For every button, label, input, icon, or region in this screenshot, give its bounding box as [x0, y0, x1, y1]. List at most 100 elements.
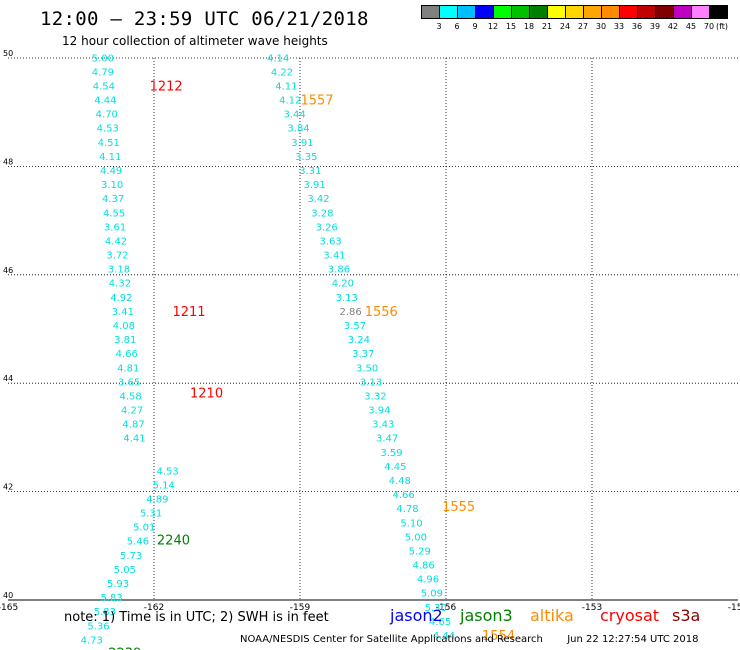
swh-reading: 3.41: [323, 251, 345, 262]
swh-reading: 3.81: [114, 335, 136, 346]
swh-reading: 4.87: [122, 420, 144, 431]
y-tick-label: 42: [3, 483, 13, 492]
swh-reading: 4.49: [100, 166, 122, 177]
chart-subtitle: 12 hour collection of altimeter wave hei…: [62, 34, 328, 48]
colorbar-swatch: [619, 5, 638, 19]
swh-reading: 4.53: [156, 466, 178, 477]
legend-jason3: jason3: [460, 606, 513, 625]
pass-time-labels: 1212 1211 1210 1557 1556 1555 1554 2240 2239: [108, 80, 515, 650]
colorbar-swatch: [421, 5, 440, 19]
colorbar-label: 36: [631, 22, 643, 31]
legend-cryosat: cryosat: [600, 606, 660, 625]
swh-reading: 3.42: [307, 194, 329, 205]
note-text: note: 1) Time is in UTC; 2) SWH is in fe…: [64, 610, 329, 625]
swh-reading: 4.86: [412, 561, 434, 572]
colorbar-swatch: [511, 5, 530, 19]
swh-reading: 3.91: [291, 138, 313, 149]
colorbar-label: 6: [454, 22, 460, 31]
swh-reading: 4.44: [433, 631, 455, 642]
swh-reading: 3.72: [106, 251, 128, 262]
swh-reading: 4.45: [384, 462, 406, 473]
colorbar-swatch: [457, 5, 476, 19]
x-tick-label: -153: [582, 603, 602, 613]
swh-reading: 4.65: [429, 617, 451, 628]
colorbar-swatch: [691, 5, 710, 19]
y-tick-label: 50: [3, 49, 13, 58]
y-tick-label: 40: [3, 591, 13, 600]
pass-time-label: 1557: [300, 94, 333, 109]
swh-reading: 3.50: [356, 363, 378, 374]
swh-reading: 3.26: [316, 222, 338, 233]
colorbar-unit: (ft): [716, 22, 729, 31]
swh-reading: 4.11: [275, 81, 297, 92]
swh-reading: 3.47: [376, 434, 398, 445]
colorbar-label: 39: [649, 22, 661, 31]
swh-reading: 5.83: [94, 607, 116, 618]
swh-reading: 3.91: [303, 180, 325, 191]
swh-reading: 5.93: [107, 579, 129, 590]
swh-reading: 3.86: [328, 265, 350, 276]
swh-reading: 4.51: [98, 138, 120, 149]
pass-time-label: 2240: [157, 534, 190, 549]
y-tick-label: 44: [3, 374, 13, 383]
pass-time-label: 1211: [172, 305, 205, 320]
colorbar-swatch: [709, 5, 728, 19]
colorbar-label: 42: [667, 22, 679, 31]
swh-reading: 4.32: [109, 279, 131, 290]
legend-jason2: jason2: [390, 606, 443, 625]
swh-reading: 5.31: [140, 509, 162, 520]
colorbar-swatch: [673, 5, 692, 19]
swh-readings: 5.00 4.79 4.54 4.44 4.70 4.53 4.51 4.11 4.49 3.10…: [74, 53, 455, 650]
axis-labels: -165 -162 -159 -156 -153 -150 40 42 44 46 48 50: [0, 49, 740, 613]
swh-reading: 3.35: [295, 152, 317, 163]
swh-reading: 4.58: [120, 391, 142, 402]
x-tick-label: -162: [144, 603, 164, 613]
swh-reading: 3.32: [364, 391, 386, 402]
swh-reading: 4.55: [103, 208, 125, 219]
x-tick-label: -165: [0, 603, 18, 613]
footer-left: NOAA/NESDIS Center for Satellite Applica…: [240, 634, 543, 645]
colorbar-label: 27: [577, 22, 589, 31]
swh-reading: 4.92: [110, 293, 132, 304]
swh-reading: 5.29: [409, 546, 431, 557]
swh-reading: 3.44: [284, 110, 306, 121]
y-tick-label: 46: [3, 266, 13, 275]
y-tick-label: 48: [3, 157, 13, 166]
colorbar-label: 9: [472, 22, 478, 31]
swh-reading: 3.57: [344, 321, 366, 332]
colorbar-swatch: [547, 5, 566, 19]
colorbar-swatch: [601, 5, 620, 19]
footer-right: Jun 22 12:27:54 UTC 2018: [567, 634, 699, 645]
colorbar-label: 33: [613, 22, 625, 31]
legend-s3a: s3a: [672, 606, 701, 625]
swh-reading: 3.18: [108, 265, 130, 276]
swh-reading: 4.14: [267, 53, 289, 64]
colorbar-swatch: [493, 5, 512, 19]
colorbar-label: 30: [595, 22, 607, 31]
swh-reading: 4.37: [102, 194, 124, 205]
swh-reading: 5.05: [114, 565, 136, 576]
pass-time-label: 1556: [365, 305, 398, 320]
swh-reading: 4.42: [105, 236, 127, 247]
swh-reading: 3.41: [112, 307, 134, 318]
swh-reading: 3.59: [380, 448, 402, 459]
colorbar-label: 21: [541, 22, 553, 31]
swh-reading: 4.41: [123, 434, 145, 445]
swh-reading: 4.11: [99, 152, 121, 163]
swh-reading: 3.13: [336, 293, 358, 304]
swh-reading: 4.53: [97, 124, 119, 135]
x-tick-label: -150: [728, 603, 740, 613]
swh-reading: 5.73: [120, 551, 142, 562]
swh-reading: 5.00: [405, 532, 427, 543]
x-tick-label: -159: [290, 603, 311, 613]
pass-time-label: 1212: [150, 80, 183, 95]
swh-reading: 4.78: [396, 504, 418, 515]
swh-reading: 3.13: [360, 377, 382, 388]
swh-reading: 5.30: [425, 603, 447, 614]
colorbar-label: 3: [436, 22, 442, 31]
swh-reading: 3.94: [368, 406, 390, 417]
swh-reading: 3.24: [348, 335, 370, 346]
colorbar-swatch: [637, 5, 656, 19]
swh-reading: 3.31: [299, 166, 321, 177]
